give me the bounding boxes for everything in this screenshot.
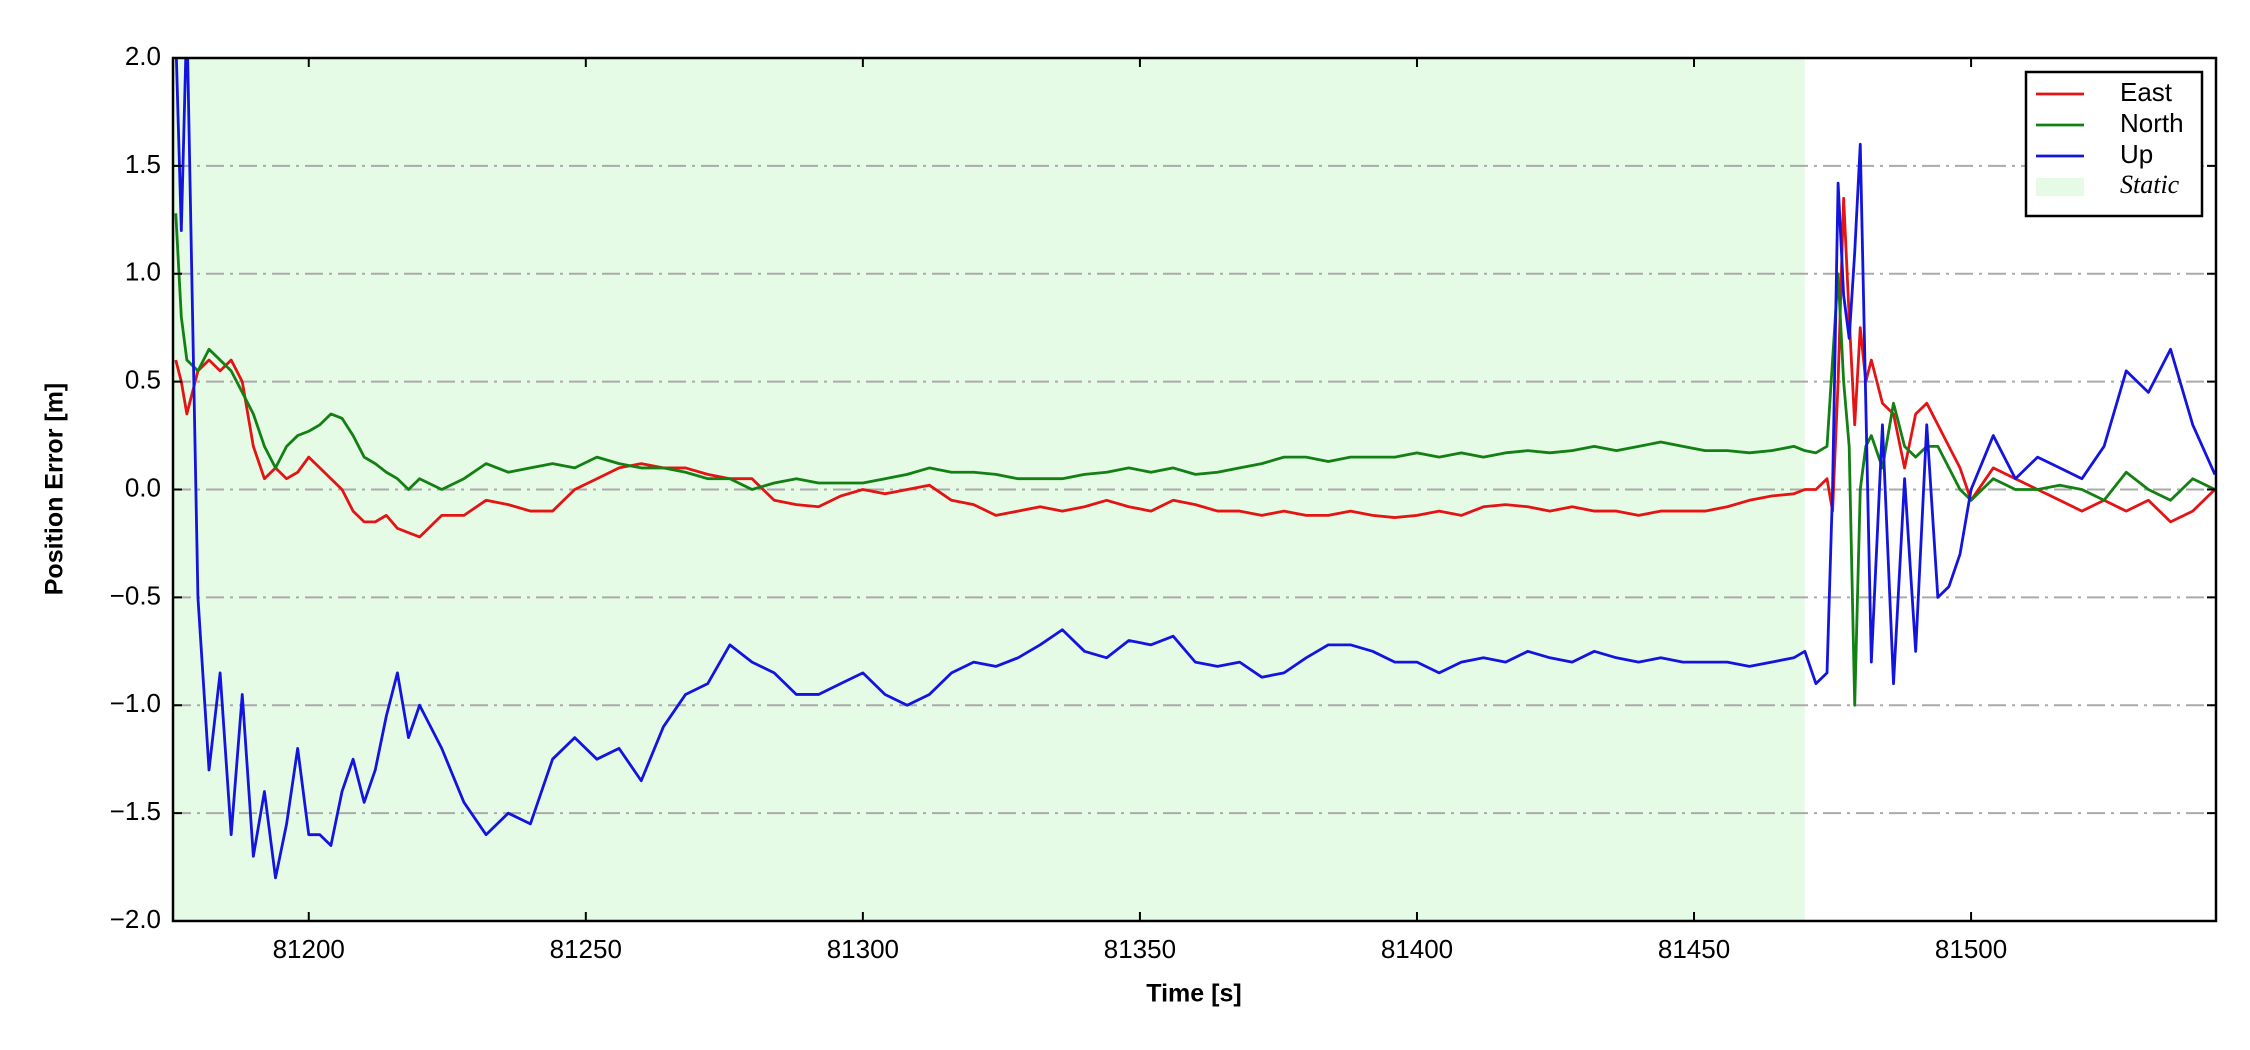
y-axis-label: Position Error [m] bbox=[41, 383, 69, 596]
x-tick-label: 81300 bbox=[827, 934, 899, 964]
y-tick-label: −1.0 bbox=[110, 688, 161, 718]
x-tick-label: 81500 bbox=[1935, 934, 2007, 964]
x-tick-label: 81250 bbox=[550, 934, 622, 964]
legend-label: Up bbox=[2120, 139, 2153, 169]
line-up bbox=[174, 58, 2216, 880]
legend-label: East bbox=[2120, 77, 2173, 107]
y-tick-label: 2.0 bbox=[125, 41, 161, 71]
x-tick-label: 81450 bbox=[1658, 934, 1730, 964]
plot-area bbox=[173, 58, 2216, 921]
x-tick-label: 81200 bbox=[273, 934, 345, 964]
x-axis-label: Time [s] bbox=[1146, 980, 1241, 1008]
line-east bbox=[174, 196, 2216, 539]
legend-label: North bbox=[2120, 108, 2184, 138]
y-tick-label: 1.5 bbox=[125, 149, 161, 179]
y-tick-label: −2.0 bbox=[110, 904, 161, 934]
x-tick-label: 81350 bbox=[1104, 934, 1176, 964]
y-tick-label: −1.5 bbox=[110, 796, 161, 826]
x-tick-label: 81400 bbox=[1381, 934, 1453, 964]
line-north bbox=[174, 213, 2216, 707]
legend-frame bbox=[2024, 70, 2204, 218]
y-tick-label: 1.0 bbox=[125, 257, 161, 287]
legend-label: Static bbox=[2120, 170, 2180, 199]
y-tick-label: 0.5 bbox=[125, 365, 161, 395]
y-tick-label: −0.5 bbox=[110, 580, 161, 610]
legend-swatch bbox=[2036, 178, 2084, 196]
y-tick-label: 0.0 bbox=[125, 472, 161, 502]
